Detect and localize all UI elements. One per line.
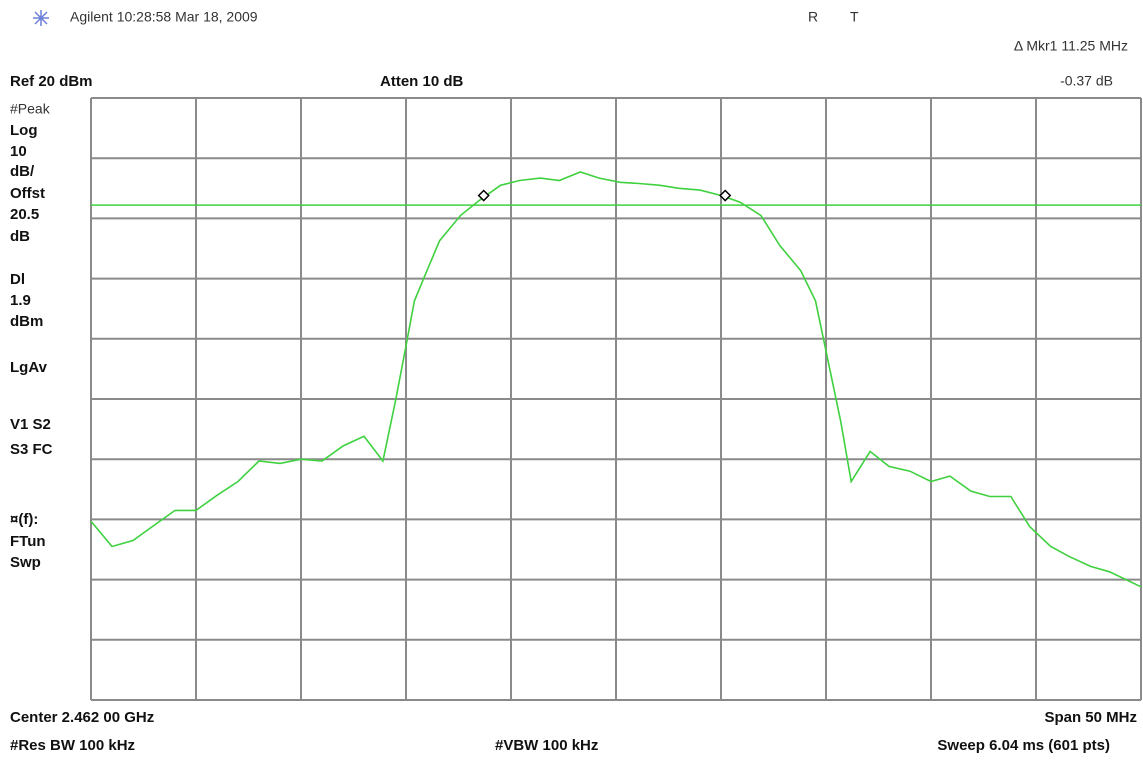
vbw: #VBW 100 kHz — [495, 737, 598, 754]
side-label: ¤(f): — [10, 511, 38, 528]
side-label: #Peak — [10, 101, 51, 117]
side-label: Dl — [10, 271, 25, 288]
side-label: dBm — [10, 313, 43, 330]
side-label: S3 FC — [10, 441, 53, 458]
sweep: Sweep 6.04 ms (601 pts) — [937, 737, 1110, 754]
side-label: 10 — [10, 143, 27, 160]
span: Span 50 MHz — [1044, 709, 1137, 726]
side-label: Offst — [10, 185, 45, 202]
marker-delta: Δ Mkr1 11.25 MHz — [1014, 38, 1128, 54]
ref-level: Ref 20 dBm — [10, 73, 93, 90]
side-label: Swp — [10, 554, 41, 571]
center-freq: Center 2.462 00 GHz — [10, 709, 154, 726]
side-label: FTun — [10, 533, 46, 550]
side-label: Log — [10, 122, 38, 139]
side-label: 1.9 — [10, 292, 31, 309]
trace — [90, 171, 1142, 588]
rbw: #Res BW 100 kHz — [10, 737, 135, 754]
side-label: LgAv — [10, 359, 48, 376]
marker — [719, 189, 732, 202]
logo — [33, 10, 49, 26]
side-label: 20.5 — [10, 206, 39, 223]
marker — [477, 189, 490, 202]
attenuation: Atten 10 dB — [380, 73, 464, 90]
header: Agilent 10:28:58 Mar 18, 2009 — [70, 9, 258, 25]
marker-level: -0.37 dB — [1060, 73, 1113, 89]
side-label: dB — [10, 228, 30, 245]
status-t: T — [850, 9, 859, 25]
status-r: R — [808, 9, 818, 25]
side-label: V1 S2 — [10, 416, 51, 433]
side-label: dB/ — [10, 163, 35, 180]
